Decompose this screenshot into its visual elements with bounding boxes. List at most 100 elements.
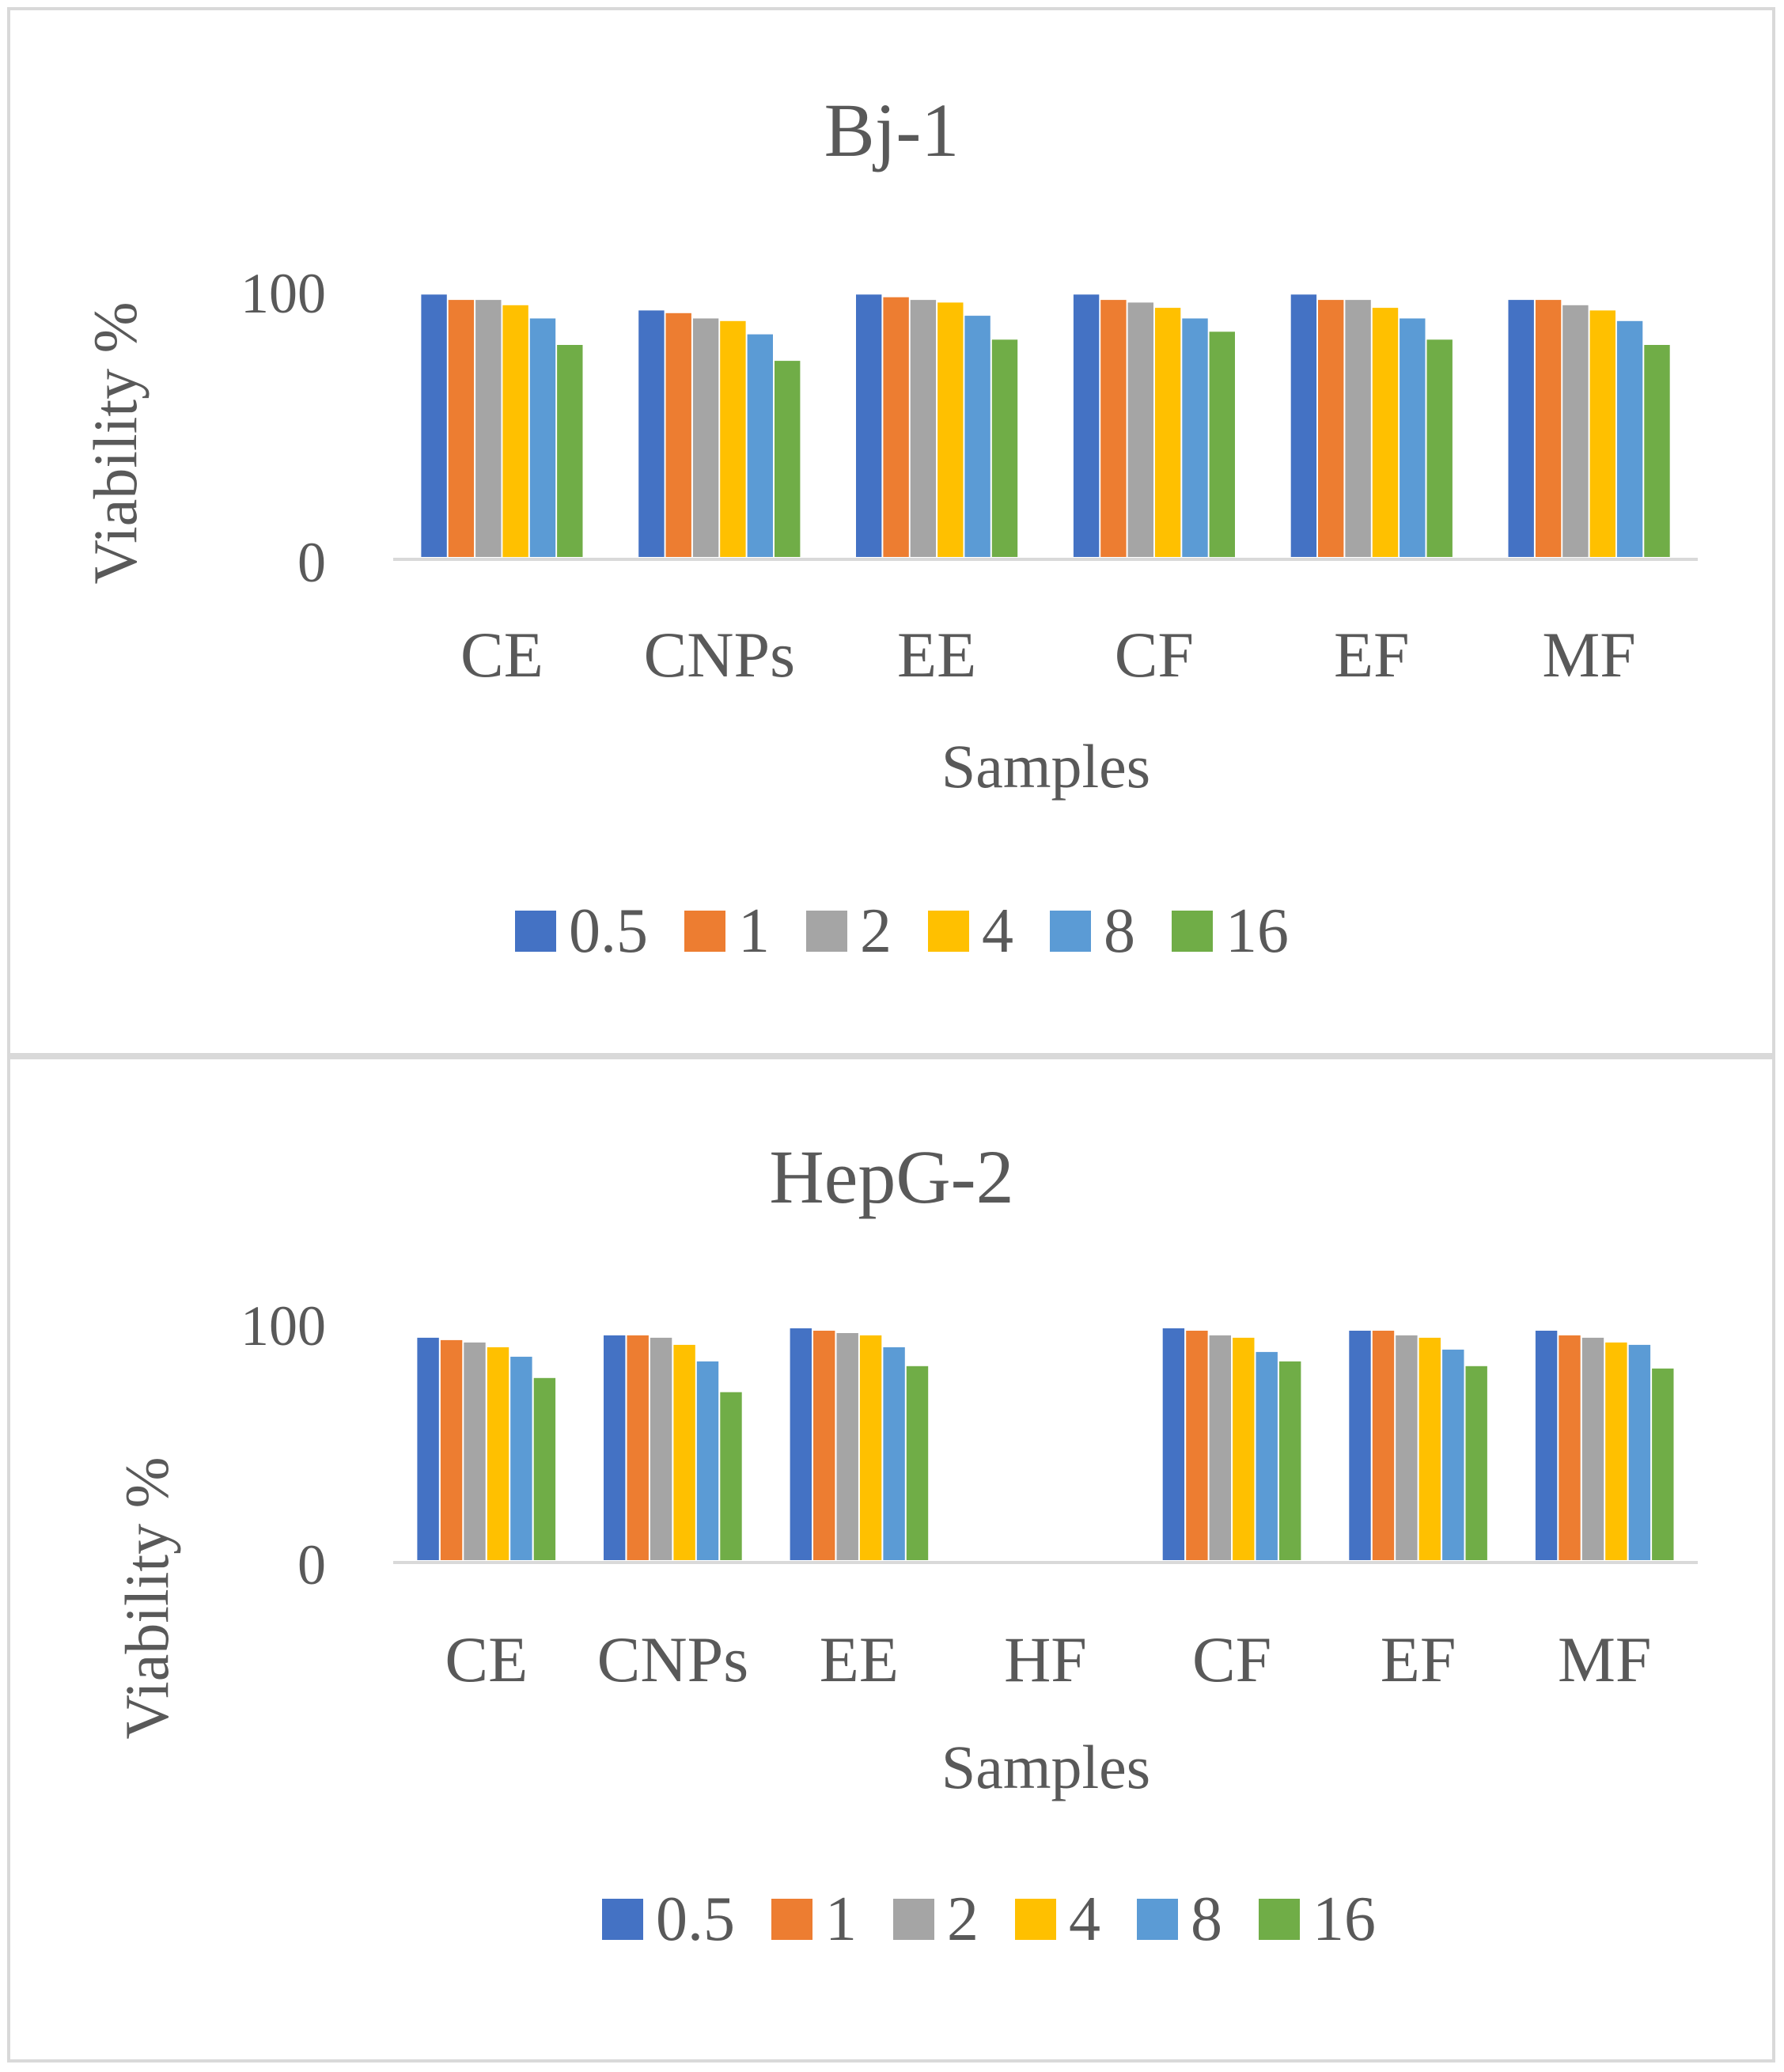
bar-ee-2 xyxy=(836,1333,858,1560)
bar-mf-8 xyxy=(1628,1344,1651,1560)
bar-ce-8 xyxy=(529,318,556,557)
chart-panel-hepg2: HepG-2 Viability % 100 0 CE CNPs EE HF CF EF M… xyxy=(0,1056,1784,2072)
legend-item-4: 4 xyxy=(1015,1884,1100,1954)
bar-ee-2 xyxy=(910,300,937,557)
legend-item-1: 1 xyxy=(771,1884,857,1954)
bar-ef-8 xyxy=(1442,1349,1464,1560)
bar-chart-bj1: Bj-1 Viability % 100 0 CE CNPs EE CF EF MF Sa… xyxy=(7,7,1775,1056)
bar-ce-4 xyxy=(502,305,528,558)
bar-ee-4 xyxy=(859,1335,882,1560)
legend-item-16: 16 xyxy=(1172,896,1289,966)
category-label-ee: EE xyxy=(897,619,976,691)
bar-ee-0_5 xyxy=(790,1328,812,1560)
category-label-hf: HF xyxy=(1004,1623,1087,1695)
legend-item-2: 2 xyxy=(806,896,892,966)
bar-cf-16 xyxy=(1209,331,1235,558)
legend-swatch xyxy=(771,1899,812,1940)
bar-ce-8 xyxy=(510,1356,532,1560)
legend-label: 1 xyxy=(738,896,770,966)
legend-swatch xyxy=(893,1899,934,1940)
x-axis-title: Samples xyxy=(941,1733,1150,1801)
bar-ef-16 xyxy=(1426,339,1453,557)
legend-swatch xyxy=(515,911,556,952)
bar-mf-16 xyxy=(1644,345,1670,557)
legend-item-8: 8 xyxy=(1137,1884,1222,1954)
legend-label: 4 xyxy=(1069,1884,1100,1954)
bar-ef-8 xyxy=(1400,318,1426,557)
chart-title: HepG-2 xyxy=(769,1134,1013,1219)
bar-ce-16 xyxy=(557,345,583,557)
bar-ee-1 xyxy=(883,297,909,557)
legend-swatch xyxy=(1015,1899,1056,1940)
legend-item-4: 4 xyxy=(928,896,1013,966)
y-axis-title: Viability % xyxy=(81,301,150,584)
legend-swatch xyxy=(928,911,969,952)
bar-ef-1 xyxy=(1372,1331,1395,1560)
bar-cnps-4 xyxy=(720,320,746,557)
bar-chart-hepg2: HepG-2 Viability % 100 0 CE CNPs EE HF CF EF M… xyxy=(7,1056,1775,2063)
bar-ce-0_5 xyxy=(417,1337,439,1560)
bar-cf-1 xyxy=(1186,1331,1208,1560)
legend-swatch xyxy=(684,911,725,952)
y-tick-label-min: 0 xyxy=(297,531,326,594)
legend-item-2: 2 xyxy=(893,1884,979,1954)
bar-ef-2 xyxy=(1396,1335,1418,1560)
bar-cnps-2 xyxy=(650,1337,672,1560)
bar-cnps-0_5 xyxy=(638,310,665,557)
bar-cf-2 xyxy=(1127,302,1153,557)
category-label-ce: CE xyxy=(460,619,544,691)
legend-swatch xyxy=(602,1899,643,1940)
category-label-ee: EE xyxy=(820,1623,899,1695)
bar-mf-0_5 xyxy=(1508,300,1534,557)
y-tick-label-max: 100 xyxy=(241,262,326,325)
legend-label: 4 xyxy=(982,896,1013,966)
bar-mf-8 xyxy=(1616,320,1643,557)
bar-ee-0_5 xyxy=(856,294,882,557)
bar-group xyxy=(417,1328,1674,1560)
bar-mf-4 xyxy=(1605,1342,1627,1560)
bar-cf-4 xyxy=(1233,1337,1255,1560)
bar-ef-0_5 xyxy=(1349,1331,1371,1560)
y-tick-label-max: 100 xyxy=(241,1294,326,1358)
bar-ee-1 xyxy=(813,1331,835,1560)
bar-mf-16 xyxy=(1652,1368,1674,1560)
bar-mf-0_5 xyxy=(1535,1331,1558,1560)
bar-ce-4 xyxy=(487,1347,509,1560)
legend-label: 2 xyxy=(860,896,892,966)
bar-cnps-4 xyxy=(673,1344,695,1560)
bar-ce-0_5 xyxy=(421,294,447,557)
category-label-cnps: CNPs xyxy=(597,1623,748,1695)
bar-cf-8 xyxy=(1182,318,1208,557)
bar-cnps-1 xyxy=(665,313,691,557)
bar-ce-2 xyxy=(475,300,502,557)
bar-cnps-0_5 xyxy=(604,1335,626,1560)
bar-cf-0_5 xyxy=(1073,294,1100,557)
bar-mf-1 xyxy=(1535,300,1562,557)
category-label-cf: CF xyxy=(1192,1623,1271,1695)
category-labels: CE CNPs EE CF EF MF xyxy=(460,619,1636,691)
legend-swatch xyxy=(1137,1899,1178,1940)
bar-ef-0_5 xyxy=(1290,294,1317,557)
legend-item-1: 1 xyxy=(684,896,770,966)
legend: 0.5 1 2 4 8 16 xyxy=(602,1884,1376,1954)
legend-label: 16 xyxy=(1312,1884,1376,1954)
category-label-cf: CF xyxy=(1115,619,1194,691)
y-axis-title: Viability % xyxy=(112,1456,181,1739)
category-label-cnps: CNPs xyxy=(644,619,795,691)
bar-cnps-8 xyxy=(747,334,773,557)
legend-label: 8 xyxy=(1104,896,1135,966)
bar-cf-0_5 xyxy=(1162,1328,1185,1560)
legend-label: 16 xyxy=(1225,896,1289,966)
bar-mf-2 xyxy=(1562,305,1589,558)
legend-item-16: 16 xyxy=(1259,1884,1376,1954)
bar-mf-1 xyxy=(1559,1335,1581,1560)
bar-mf-2 xyxy=(1581,1337,1604,1560)
bar-ce-16 xyxy=(533,1377,556,1560)
category-label-ef: EF xyxy=(1381,1623,1456,1695)
category-label-ce: CE xyxy=(445,1623,528,1695)
bar-cnps-16 xyxy=(720,1392,742,1560)
legend-label: 1 xyxy=(825,1884,857,1954)
bar-mf-4 xyxy=(1589,310,1615,557)
bar-ce-1 xyxy=(448,300,475,557)
bar-ee-16 xyxy=(991,339,1018,557)
